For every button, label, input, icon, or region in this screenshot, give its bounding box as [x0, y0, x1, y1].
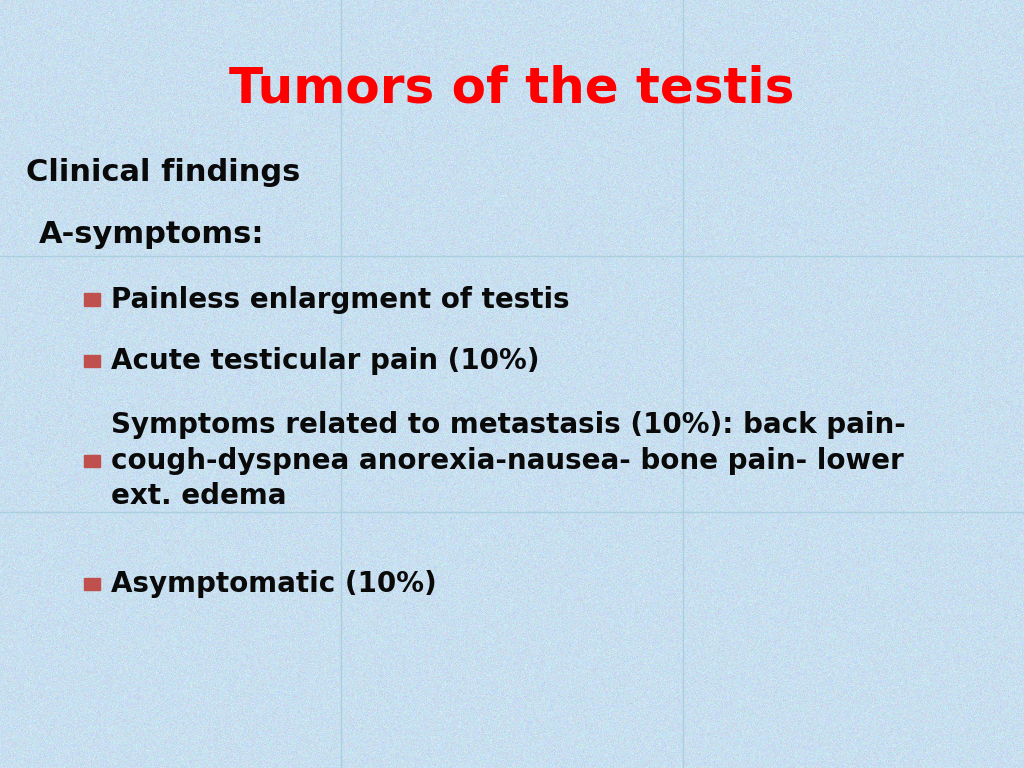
Text: Painless enlargment of testis: Painless enlargment of testis [111, 286, 569, 313]
FancyBboxPatch shape [84, 455, 100, 467]
Text: Asymptomatic (10%): Asymptomatic (10%) [111, 570, 436, 598]
Text: Tumors of the testis: Tumors of the testis [229, 65, 795, 112]
Text: A-symptoms:: A-symptoms: [39, 220, 264, 249]
FancyBboxPatch shape [84, 355, 100, 367]
Text: Symptoms related to metastasis (10%): back pain-
cough-dyspnea anorexia-nausea- : Symptoms related to metastasis (10%): ba… [111, 411, 905, 511]
Text: Clinical findings: Clinical findings [26, 158, 300, 187]
FancyBboxPatch shape [84, 293, 100, 306]
Text: Acute testicular pain (10%): Acute testicular pain (10%) [111, 347, 539, 375]
FancyBboxPatch shape [84, 578, 100, 590]
